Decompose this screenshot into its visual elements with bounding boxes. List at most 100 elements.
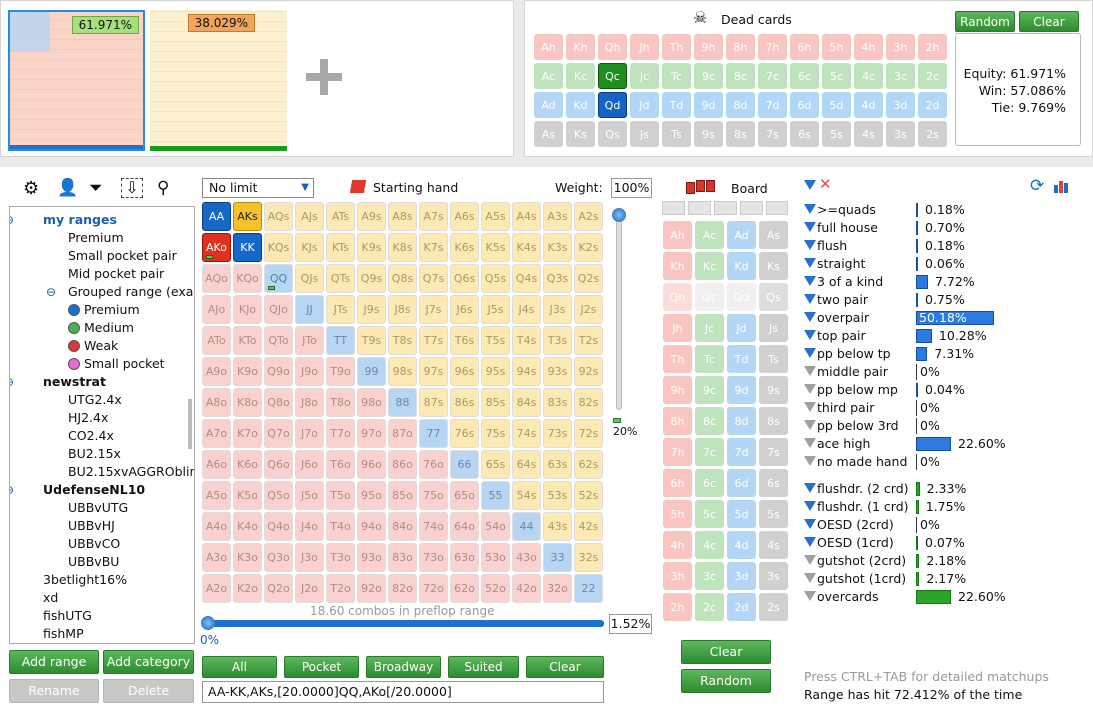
hand-cell-ATo[interactable]: ATo bbox=[202, 326, 231, 355]
hand-cell-K5o[interactable]: K5o bbox=[233, 481, 262, 510]
dead-clear-button[interactable]: Clear bbox=[1019, 11, 1079, 32]
hand-cell-K9o[interactable]: K9o bbox=[233, 357, 262, 386]
board-card-8s[interactable]: 8s bbox=[759, 407, 788, 435]
stat-row[interactable]: OESD (1crd) 0.07% bbox=[804, 534, 1093, 552]
hand-cell-72s[interactable]: 72s bbox=[574, 419, 603, 448]
board-card-3h[interactable]: 3h bbox=[663, 562, 692, 590]
stat-row[interactable]: overpair 50.18% bbox=[804, 309, 1093, 327]
hand-cell-Q5s[interactable]: Q5s bbox=[481, 264, 510, 293]
hand-cell-86o[interactable]: 86o bbox=[388, 450, 417, 479]
board-card-Th[interactable]: Th bbox=[663, 345, 692, 373]
hand-cell-J4o[interactable]: J4o bbox=[295, 512, 324, 541]
filter-toggle-icon[interactable] bbox=[804, 420, 816, 430]
stat-row[interactable]: overcards 22.60% bbox=[804, 588, 1093, 606]
hand-cell-J9s[interactable]: J9s bbox=[357, 295, 386, 324]
dead-card-4s[interactable]: 4s bbox=[854, 121, 883, 147]
tree-item[interactable]: xd bbox=[10, 589, 194, 607]
hand-cell-J3o[interactable]: J3o bbox=[295, 543, 324, 572]
hand-cell-73o[interactable]: 73o bbox=[419, 543, 448, 572]
hand-cell-T5s[interactable]: T5s bbox=[481, 326, 510, 355]
board-card-9h[interactable]: 9h bbox=[663, 376, 692, 404]
filter-toggle-icon[interactable] bbox=[804, 483, 816, 493]
filter-toggle-icon[interactable] bbox=[804, 204, 816, 214]
hand-cell-86s[interactable]: 86s bbox=[450, 388, 479, 417]
bar-chart-icon[interactable] bbox=[1054, 179, 1072, 193]
filter-toggle-icon[interactable] bbox=[804, 537, 816, 547]
hand-cell-72o[interactable]: 72o bbox=[419, 574, 448, 603]
hand-cell-J3s[interactable]: J3s bbox=[543, 295, 572, 324]
board-card-Js[interactable]: Js bbox=[759, 314, 788, 342]
hand-cell-Q3s[interactable]: Q3s bbox=[543, 264, 572, 293]
hand-cell-32o[interactable]: 32o bbox=[543, 574, 572, 603]
stat-row[interactable]: >=quads 0.18% bbox=[804, 201, 1093, 219]
hand-cell-Q9o[interactable]: Q9o bbox=[264, 357, 293, 386]
collapse-toggle-icon[interactable]: ⊖ bbox=[10, 211, 14, 229]
dead-card-2d[interactable]: 2d bbox=[918, 92, 947, 118]
hand-cell-Q9s[interactable]: Q9s bbox=[357, 264, 386, 293]
dead-card-5h[interactable]: 5h bbox=[822, 34, 851, 60]
dead-card-Js[interactable]: Js bbox=[630, 121, 659, 147]
hand-cell-T9o[interactable]: T9o bbox=[326, 357, 355, 386]
range-pct-slider[interactable] bbox=[201, 616, 604, 630]
tree-item[interactable]: Premium bbox=[10, 229, 194, 247]
hand-cell-42o[interactable]: 42o bbox=[512, 574, 541, 603]
select-all-button[interactable]: All bbox=[202, 656, 277, 678]
hand-cell-T4s[interactable]: T4s bbox=[512, 326, 541, 355]
tree-item[interactable]: Small pocket bbox=[10, 355, 194, 373]
hand-cell-Q4o[interactable]: Q4o bbox=[264, 512, 293, 541]
filter-toggle-icon[interactable] bbox=[804, 591, 816, 601]
hand-cell-92o[interactable]: 92o bbox=[357, 574, 386, 603]
board-card-Kc[interactable]: Kc bbox=[695, 252, 724, 280]
dead-card-8c[interactable]: 8c bbox=[726, 63, 755, 89]
hand-cell-43o[interactable]: 43o bbox=[512, 543, 541, 572]
stat-row[interactable]: third pair 0% bbox=[804, 399, 1093, 417]
hand-cell-A6s[interactable]: A6s bbox=[450, 202, 479, 231]
board-clear-button[interactable]: Clear bbox=[681, 640, 771, 664]
hand-cell-K2s[interactable]: K2s bbox=[574, 233, 603, 262]
dead-card-7d[interactable]: 7d bbox=[758, 92, 787, 118]
board-card-4c[interactable]: 4c bbox=[695, 531, 724, 559]
filter-toggle-icon[interactable] bbox=[804, 366, 816, 376]
dead-card-3s[interactable]: 3s bbox=[886, 121, 915, 147]
hand-cell-95o[interactable]: 95o bbox=[357, 481, 386, 510]
dead-card-Kc[interactable]: Kc bbox=[566, 63, 595, 89]
hand-cell-J2o[interactable]: J2o bbox=[295, 574, 324, 603]
hand-cell-A3s[interactable]: A3s bbox=[543, 202, 572, 231]
hand-cell-74o[interactable]: 74o bbox=[419, 512, 448, 541]
hand-cell-J8o[interactable]: J8o bbox=[295, 388, 324, 417]
hand-cell-54s[interactable]: 54s bbox=[512, 481, 541, 510]
filter-add-icon[interactable]: ⏷ bbox=[89, 178, 103, 198]
tree-item[interactable]: Small pocket pair bbox=[10, 247, 194, 265]
hand-cell-KJs[interactable]: KJs bbox=[295, 233, 324, 262]
hand-cell-73s[interactable]: 73s bbox=[543, 419, 572, 448]
board-card-5s[interactable]: 5s bbox=[759, 500, 788, 528]
hand-cell-K3s[interactable]: K3s bbox=[543, 233, 572, 262]
board-card-3s[interactable]: 3s bbox=[759, 562, 788, 590]
hand-cell-76s[interactable]: 76s bbox=[450, 419, 479, 448]
board-card-4d[interactable]: 4d bbox=[727, 531, 756, 559]
collapse-toggle-icon[interactable]: ⊖ bbox=[46, 285, 57, 299]
hand-cell-92s[interactable]: 92s bbox=[574, 357, 603, 386]
board-card-5c[interactable]: 5c bbox=[695, 500, 724, 528]
hand-cell-K5s[interactable]: K5s bbox=[481, 233, 510, 262]
board-card-3d[interactable]: 3d bbox=[727, 562, 756, 590]
stat-row[interactable]: OESD (2crd) 0% bbox=[804, 516, 1093, 534]
tree-item[interactable]: UTG2.4x bbox=[10, 391, 194, 409]
filter-toggle-icon[interactable] bbox=[804, 240, 816, 250]
hand-cell-95s[interactable]: 95s bbox=[481, 357, 510, 386]
hand-cell-A5s[interactable]: A5s bbox=[481, 202, 510, 231]
add-category-button[interactable]: Add category bbox=[103, 650, 194, 674]
hand-cell-44[interactable]: 44 bbox=[512, 512, 541, 541]
hand-cell-K4s[interactable]: K4s bbox=[512, 233, 541, 262]
weight-slider-track[interactable] bbox=[612, 208, 626, 410]
dead-card-7h[interactable]: 7h bbox=[758, 34, 787, 60]
board-card-3c[interactable]: 3c bbox=[695, 562, 724, 590]
hand-cell-J8s[interactable]: J8s bbox=[388, 295, 417, 324]
hand-cell-43s[interactable]: 43s bbox=[543, 512, 572, 541]
game-select[interactable]: No limit ▼ bbox=[202, 178, 314, 198]
board-card-As[interactable]: As bbox=[759, 221, 788, 249]
stat-row[interactable]: middle pair 0% bbox=[804, 363, 1093, 381]
hand-cell-T4o[interactable]: T4o bbox=[326, 512, 355, 541]
hand-cell-Q5o[interactable]: Q5o bbox=[264, 481, 293, 510]
hand-cell-74s[interactable]: 74s bbox=[512, 419, 541, 448]
